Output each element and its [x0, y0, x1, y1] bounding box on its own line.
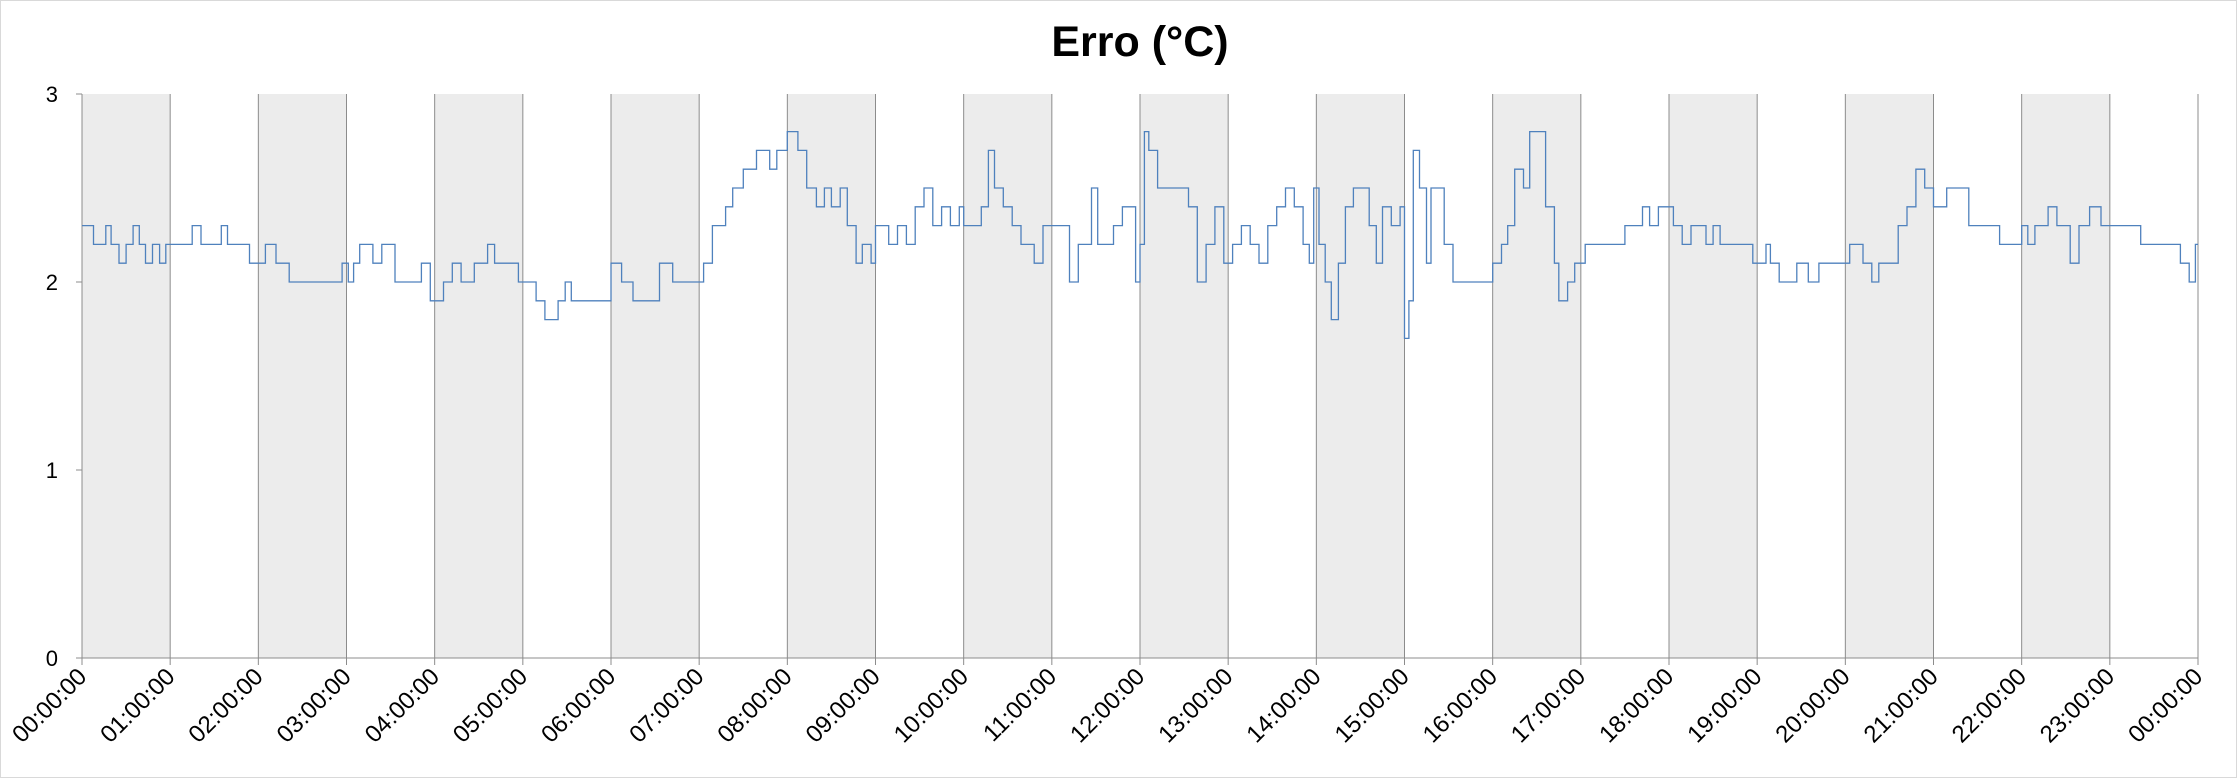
shaded-band [963, 94, 1052, 658]
shaded-band [1845, 94, 1934, 658]
shaded-band [1316, 94, 1405, 658]
y-tick-label: 0 [46, 646, 58, 671]
shaded-band [2021, 94, 2110, 658]
y-tick-label: 2 [46, 270, 58, 295]
shaded-band [434, 94, 523, 658]
shaded-band [611, 94, 700, 658]
shaded-band [1669, 94, 1758, 658]
chart-title: Erro (°C) [1051, 18, 1228, 66]
y-tick-label: 3 [46, 82, 58, 107]
shaded-band [1140, 94, 1229, 658]
y-tick-label: 1 [46, 458, 58, 483]
shaded-band [258, 94, 347, 658]
series-line [82, 130, 2198, 340]
shaded-band [82, 94, 171, 658]
shaded-band [1492, 94, 1581, 658]
shaded-band [787, 94, 876, 658]
